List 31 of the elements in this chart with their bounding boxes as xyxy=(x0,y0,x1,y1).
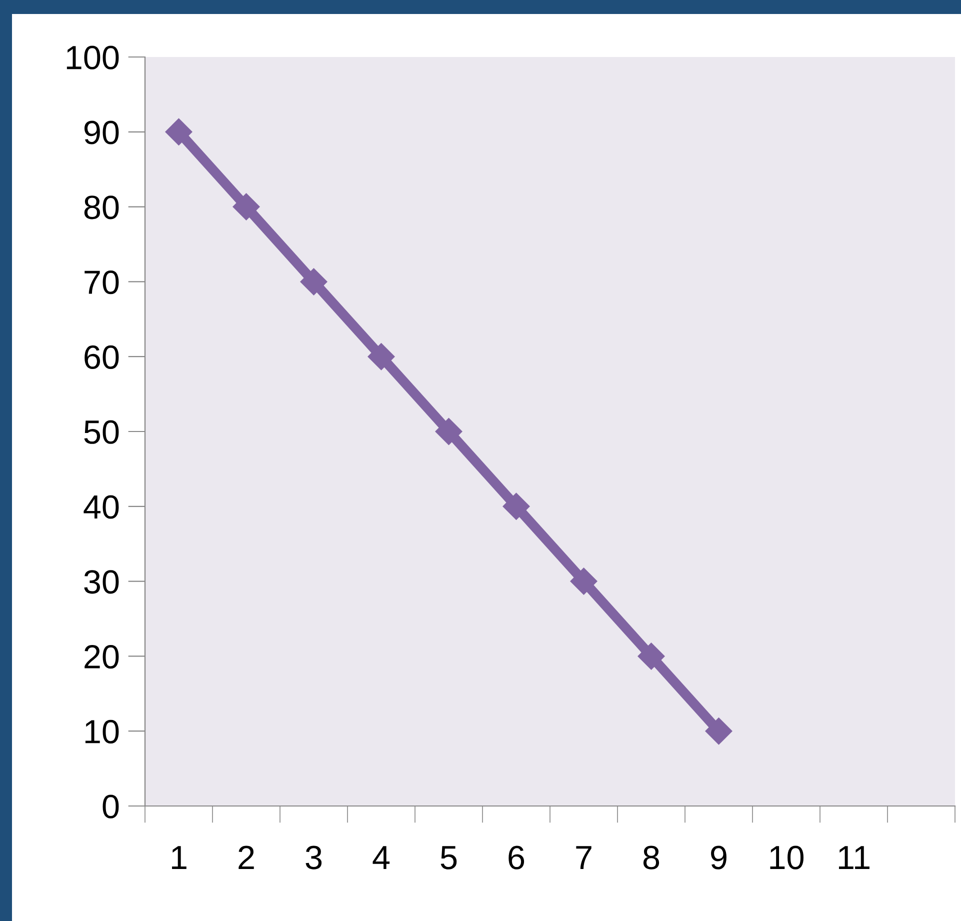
x-tick-label: 3 xyxy=(306,846,322,870)
x-tick-label: 6 xyxy=(508,846,524,870)
point xyxy=(705,718,732,745)
y-tick-label: 0 xyxy=(102,794,119,818)
x-tick-label: 4 xyxy=(372,846,390,870)
y-tick-label: 80 xyxy=(84,196,119,220)
x-tick-label: 2 xyxy=(238,846,254,870)
point xyxy=(435,418,462,445)
point xyxy=(165,118,192,146)
y-tick-label: 20 xyxy=(84,645,119,669)
point xyxy=(638,642,665,670)
x-tick-label: 9 xyxy=(711,846,726,870)
x-tick-label: 11 xyxy=(838,846,870,870)
y-tick-label: 70 xyxy=(84,270,119,294)
y-tick-label: 10 xyxy=(85,720,119,744)
point xyxy=(368,343,395,370)
point xyxy=(502,492,530,520)
y-tick-label: 30 xyxy=(84,570,119,594)
point xyxy=(232,193,260,220)
x-tick-label: 7 xyxy=(576,846,592,870)
point xyxy=(300,268,328,296)
x-tick-label: 10 xyxy=(770,846,804,870)
y-tick-label: 40 xyxy=(84,495,119,519)
y-tick-label: 60 xyxy=(84,345,119,370)
y-tick-label: 100 xyxy=(66,46,119,70)
x-tick-label: 1 xyxy=(172,846,186,870)
point xyxy=(570,568,598,595)
x-tick-label: 5 xyxy=(440,846,457,870)
x-tick-label: 8 xyxy=(643,846,660,870)
y-tick-label: 90 xyxy=(84,120,119,144)
y-tick-label: 50 xyxy=(84,420,119,444)
